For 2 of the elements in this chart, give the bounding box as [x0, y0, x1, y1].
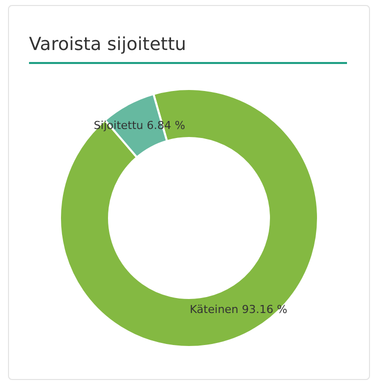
chart-title: Varoista sijoitettu: [29, 34, 186, 55]
slice-label: Käteinen 93.16 %: [190, 302, 288, 316]
